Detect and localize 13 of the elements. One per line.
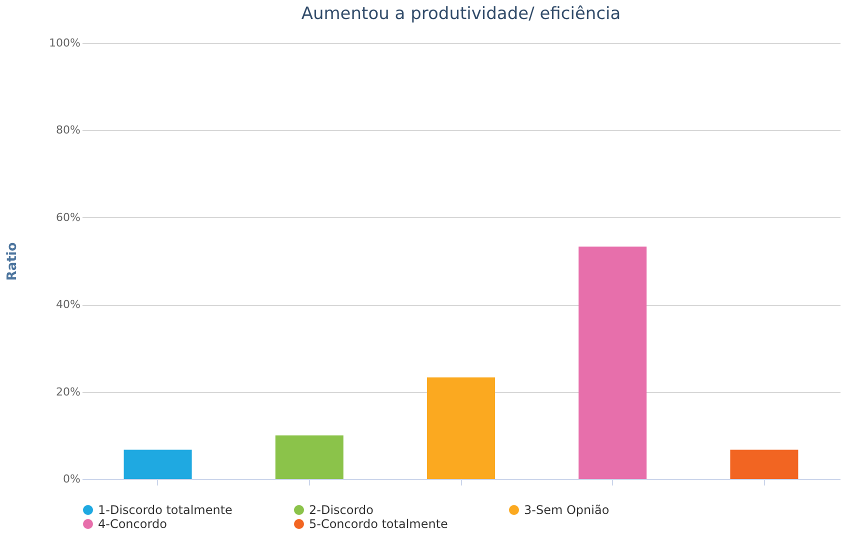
legend-label: 4-Concordo (98, 517, 167, 531)
legend-label: 2-Discordo (309, 503, 374, 517)
y-tick-label: 20% (56, 385, 80, 398)
y-tick-label: 40% (56, 298, 80, 312)
y-axis-title: Ratio (5, 242, 20, 281)
chart-title: Aumentou a produtividade/ eficiência (301, 4, 621, 24)
y-tick-label: 0% (63, 472, 80, 486)
y-tick-label: 100% (49, 36, 80, 50)
y-tick-label: 60% (56, 210, 80, 224)
legend-label: 1-Discordo totalmente (98, 503, 232, 517)
legend-label: 3-Sem Opnião (524, 503, 610, 517)
legend-label: 5-Concordo totalmente (309, 517, 448, 531)
y-tick-label: 80% (56, 124, 80, 137)
